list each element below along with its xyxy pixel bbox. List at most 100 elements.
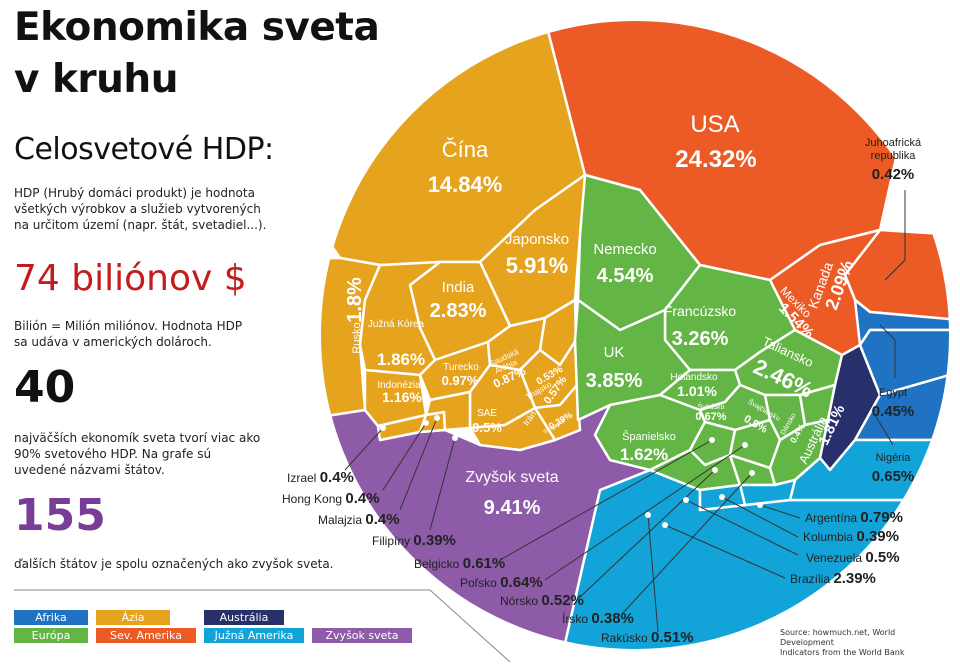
- callout-malajzia: Malajzia 0.4%: [318, 511, 400, 528]
- cell-value-japonsko: 5.91%: [506, 253, 568, 278]
- top-text-line: najväčších ekonomík sveta tvorí viac ako: [14, 431, 261, 445]
- leader-line-argentina: [759, 504, 801, 519]
- cell-value-francuzsko: 3.26%: [672, 328, 729, 350]
- leader-dot: [662, 522, 668, 528]
- cell-value-sae: 0.5%: [472, 420, 502, 435]
- leader-line-belgicko: [499, 439, 713, 561]
- leader-dot: [452, 435, 458, 441]
- legend-item-europa: Európa: [14, 628, 88, 643]
- divider-line: [14, 589, 511, 663]
- total-gdp-value: 74 biliónov $: [14, 258, 247, 299]
- leader-line-juhoafricka-republika: [884, 190, 906, 281]
- cell-filipiny: [468, 406, 557, 452]
- cell-singapur: [533, 383, 582, 442]
- cell-value-holandsko: 1.01%: [677, 383, 717, 399]
- cell-name-sae: SAE: [477, 408, 497, 419]
- callout-name-egypt: Egypt: [879, 387, 907, 399]
- billion-note-line: Bilión = Milión miliónov. Hodnota HDP: [14, 319, 243, 333]
- cell-name-zvysok-sveta: Zvyšok sveta: [465, 469, 558, 486]
- leader-line-norsko: [579, 469, 716, 598]
- leader-line-kolumbia: [721, 496, 799, 538]
- callout-irsko: Írsko 0.38%: [562, 610, 634, 627]
- cell-value-indonezia: 1.16%: [382, 389, 422, 405]
- top-text-line: 90% svetového HDP. Na grafe sú: [14, 447, 212, 461]
- definition-line: všetkých výrobkov a služieb vytvorených: [14, 202, 261, 216]
- leader-line-filipiny: [429, 437, 456, 531]
- cell-value-cina: 14.84%: [428, 172, 503, 197]
- callout-value-egypt: 0.45%: [872, 403, 915, 420]
- cell-value-india: 2.83%: [430, 300, 487, 322]
- callout-hong-kong: Hong Kong 0.4%: [282, 490, 380, 507]
- cell-name-rusko: Rusko: [351, 322, 363, 353]
- cell-name-spanielsko: Španielsko: [622, 430, 676, 443]
- callout-argentina: Argentína 0.79%: [805, 509, 903, 526]
- definition-line: na určitom území (napr. štát, svetadiel.…: [14, 218, 267, 232]
- leader-line-brazilia: [664, 524, 786, 579]
- source-note: Source: howmuch.net, World Development I…: [780, 628, 950, 658]
- cell-value-juzna-korea: 1.86%: [377, 350, 425, 369]
- definition-line: HDP (Hrubý domáci produkt) je hodnota: [14, 186, 255, 200]
- cell-value-svedsko: 0.67%: [695, 411, 726, 423]
- leader-dot: [645, 512, 651, 518]
- cell-name-india: India: [442, 279, 475, 296]
- source-line: Source: howmuch.net, World Development: [780, 628, 896, 647]
- chart-title: Ekonomika sveta v kruhu: [14, 2, 380, 106]
- cell-name-usa: USA: [690, 111, 739, 138]
- cell-name-indonezia: Indonézia: [377, 380, 421, 391]
- leader-dot: [709, 437, 715, 443]
- rest-text: ďalších štátov je spolu označených ako z…: [14, 557, 334, 571]
- leader-dot: [380, 425, 386, 431]
- callout-rakusko: Rakúsko 0.51%: [601, 629, 694, 646]
- callout-value-nigeria: 0.65%: [872, 468, 915, 485]
- callout-norsko: Nórsko 0.52%: [500, 592, 584, 609]
- callout-venezuela: Venezuela 0.5%: [806, 549, 900, 566]
- cell-name-svedsko: Švédsko: [698, 402, 725, 411]
- gdp-subtitle: Celosvetové HDP:: [14, 132, 274, 167]
- cell-name-cina: Čína: [442, 137, 489, 162]
- title-line-1: Ekonomika sveta: [14, 5, 380, 50]
- legend-item-afrika: Afrika: [14, 610, 88, 625]
- cell-name-holandsko: Holandsko: [670, 372, 718, 383]
- callout-filipiny: Filipíny 0.39%: [372, 532, 456, 549]
- leader-dot: [434, 415, 440, 421]
- callout-brazilia: Brazília 2.39%: [790, 570, 876, 587]
- top-economies-text: najväčších ekonomík sveta tvorí viac ako…: [14, 430, 260, 478]
- leader-line-nigeria: [871, 409, 894, 446]
- billion-note-line: sa udáva v amerických dolároch.: [14, 335, 212, 349]
- cell-name-francuzsko: Francúzsko: [664, 303, 737, 319]
- top-economies-count: 40: [14, 362, 76, 413]
- callout-name-juhoafricka-republika: republika: [871, 150, 917, 162]
- callout-kolumbia: Kolumbia 0.39%: [803, 528, 899, 545]
- leader-line-venezuela: [685, 499, 799, 556]
- rest-count: 155: [14, 490, 106, 541]
- title-line-2: v kruhu: [14, 57, 178, 102]
- leader-dot: [757, 502, 763, 508]
- leader-line-malajzia: [399, 417, 438, 511]
- leader-line-polsko: [544, 444, 746, 581]
- callout-polsko: Poľsko 0.64%: [460, 574, 543, 591]
- source-line: Indicators from the World Bank: [780, 648, 905, 657]
- callout-belgicko: Belgicko 0.61%: [414, 555, 505, 572]
- legend-item-sev-amerika: Sev. Amerika: [96, 628, 196, 643]
- leader-line-hong-kong: [382, 422, 427, 491]
- cell-value-nemecko: 4.54%: [597, 265, 654, 287]
- cell-value-uk: 3.85%: [586, 370, 643, 392]
- cell-value-rusko: 1.8%: [344, 277, 366, 323]
- cell-value-zvysok-sveta: 9.41%: [484, 497, 541, 519]
- cell-kolumbia: [738, 478, 797, 507]
- leader-line-irsko: [621, 472, 753, 615]
- cell-name-japonsko: Japonsko: [505, 231, 569, 248]
- leader-dot: [423, 420, 429, 426]
- leader-dot: [683, 497, 689, 503]
- cell-value-usa: 24.32%: [675, 146, 756, 173]
- legend-item-azia: Ázia: [96, 610, 170, 625]
- leader-dot: [742, 442, 748, 448]
- leader-dot: [719, 494, 725, 500]
- top-text-line: uvedené názvami štátov.: [14, 463, 165, 477]
- leader-line-izrael: [344, 427, 384, 471]
- callout-value-juhoafricka-republika: 0.42%: [872, 166, 915, 183]
- leader-line-rakusko: [647, 514, 659, 633]
- legend-item-australia: Austrália: [204, 610, 284, 625]
- callout-name-nigeria: Nigéria: [876, 452, 912, 464]
